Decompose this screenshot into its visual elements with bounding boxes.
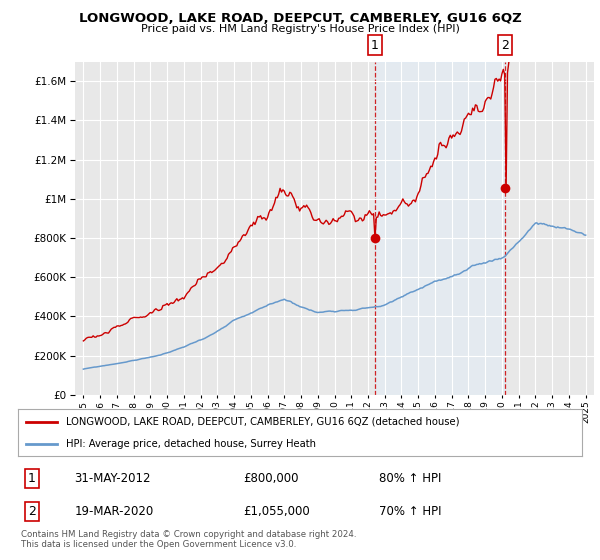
- Text: 80% ↑ HPI: 80% ↑ HPI: [379, 472, 442, 485]
- Text: Contains HM Land Registry data © Crown copyright and database right 2024.: Contains HM Land Registry data © Crown c…: [21, 530, 356, 539]
- Text: Price paid vs. HM Land Registry's House Price Index (HPI): Price paid vs. HM Land Registry's House …: [140, 24, 460, 34]
- Text: This data is licensed under the Open Government Licence v3.0.: This data is licensed under the Open Gov…: [21, 540, 296, 549]
- Text: 31-MAY-2012: 31-MAY-2012: [74, 472, 151, 485]
- Text: HPI: Average price, detached house, Surrey Heath: HPI: Average price, detached house, Surr…: [66, 438, 316, 449]
- Text: 1: 1: [28, 472, 36, 485]
- Text: 2: 2: [502, 39, 509, 52]
- Text: £800,000: £800,000: [244, 472, 299, 485]
- Text: £1,055,000: £1,055,000: [244, 505, 310, 519]
- Text: 2: 2: [28, 505, 36, 519]
- Text: 19-MAR-2020: 19-MAR-2020: [74, 505, 154, 519]
- Text: LONGWOOD, LAKE ROAD, DEEPCUT, CAMBERLEY, GU16 6QZ: LONGWOOD, LAKE ROAD, DEEPCUT, CAMBERLEY,…: [79, 12, 521, 25]
- Text: LONGWOOD, LAKE ROAD, DEEPCUT, CAMBERLEY, GU16 6QZ (detached house): LONGWOOD, LAKE ROAD, DEEPCUT, CAMBERLEY,…: [66, 417, 460, 427]
- Text: 1: 1: [371, 39, 379, 52]
- Text: 70% ↑ HPI: 70% ↑ HPI: [379, 505, 442, 519]
- Bar: [375, 62, 505, 395]
